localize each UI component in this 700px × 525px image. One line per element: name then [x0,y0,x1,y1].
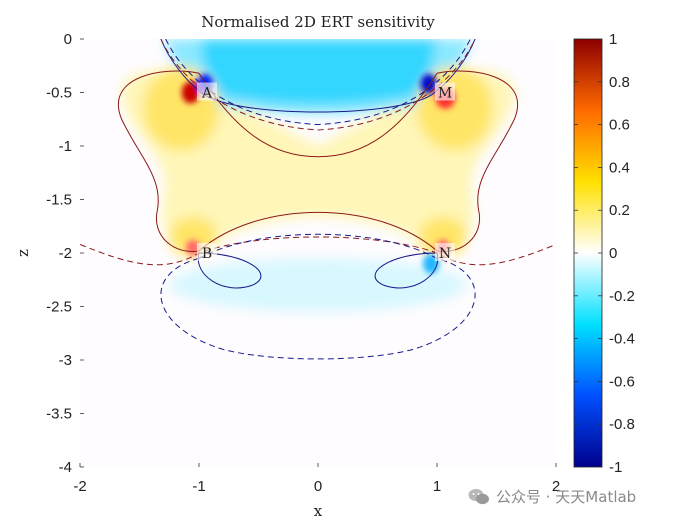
x-tick-label: -2 [73,478,86,495]
positive-sensitivity-region [121,70,515,253]
electrode-label-box [197,82,217,101]
y-axis-label: z [14,249,32,257]
electrode-label-box [435,243,455,261]
y-tick-label: -4 [59,459,72,476]
electrode-m-coldspot [420,73,437,94]
contour-lines [80,39,556,360]
x-axis-label: x [314,502,323,520]
electrode-label: B [202,246,212,262]
y-tick-label: -2.5 [46,299,72,316]
y-tick-label: -1 [59,138,72,155]
watermark: 公众号 · 天天Matlab [468,486,636,507]
contour-dashed-blue-upper [165,39,471,126]
electrode-label: M [438,86,452,102]
electrode-m: M [435,82,455,102]
colorbar-tick-label: -0.2 [609,288,635,305]
colorbar: 1 0.8 0.6 0.4 0.2 0 -0.2 -0.4 -0.6 -0.8 -1 [573,31,635,476]
colorbar-tick-label: 0 [609,245,617,262]
electrode-a-hotspot [181,81,200,104]
colorbar-tick-label: 1 [609,31,617,48]
y-axis-ticks: 0 -0.5 -1 -1.5 -2 -2.5 -3 -3.5 -4 [46,31,84,476]
x-tick-label: 1 [433,478,441,495]
x-tick-label: -1 [192,478,205,495]
colorbar-tick-label: -0.4 [609,331,635,348]
contour-solid-blue-right-loop [374,252,439,289]
y-tick-label: -1.5 [46,192,72,209]
sensitivity-heatmap [121,39,515,312]
electrode-b: B [197,243,217,262]
x-tick-label: 2 [552,478,560,495]
y-tick-label: -3 [59,352,72,369]
contour-dashed-red-upper [160,39,476,131]
watermark-text: 公众号 · 天天Matlab [496,488,637,506]
contour-solid-red-inner [198,72,438,158]
colorbar-bar [573,38,603,468]
electrode-label: N [439,246,451,262]
electrode-label-box [197,243,217,261]
electrode-n: N [435,243,455,262]
electrode-label: A [201,86,213,102]
electrode-a: A [197,82,217,102]
contour-dashed-blue-lower [160,233,476,360]
contour-solid-blue-upper [160,39,476,113]
lower-negative-region [169,258,467,312]
y-tick-label: -0.5 [46,85,72,102]
colorbar-tick-label: -0.6 [609,373,635,390]
colorbar-tick-label: -1 [609,459,622,476]
colorbar-tick-label: 0.8 [609,74,630,91]
upper-negative-core [199,39,437,105]
field-smooth-layer [121,39,515,312]
colorbar-tick-label: 0.2 [609,202,630,219]
x-tick-label: 0 [314,478,322,495]
x-axis-ticks: -2 -1 0 1 2 [73,463,560,495]
contour-solid-red-outer [118,70,518,252]
wechat-icon [468,488,489,504]
colorbar-tick-label: 0.4 [609,159,630,176]
y-tick-label: 0 [64,31,72,48]
contour-solid-blue-left-loop [197,252,262,289]
electrode-label-box [435,82,455,101]
contour-dashed-red-lower [80,236,556,266]
colorbar-tick-label: -0.8 [609,416,635,433]
electrode-markers: A M B N [197,82,455,262]
plot-area: A M B N [80,39,556,467]
colorbar-ticks: 1 0.8 0.6 0.4 0.2 0 -0.2 -0.4 -0.6 -0.8 -1 [574,31,635,476]
y-tick-label: -3.5 [46,406,72,423]
chart-title: Normalised 2D ERT sensitivity [201,13,435,31]
y-tick-label: -2 [59,245,72,262]
colorbar-tick-label: 0.6 [609,117,630,134]
